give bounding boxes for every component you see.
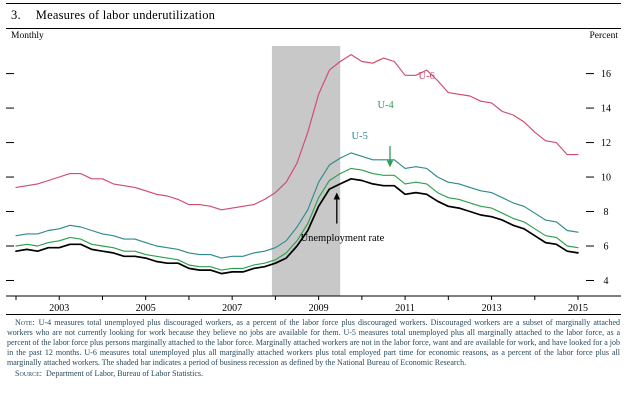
- y-tick-label: 12: [601, 138, 611, 149]
- note-text: U-4 measures total unemployed plus disco…: [7, 318, 620, 367]
- annotation-u-4: U-4: [377, 100, 394, 111]
- chart-note: Note: U-4 measures total unemployed plus …: [7, 318, 620, 368]
- annotation-arrow-head: [386, 160, 394, 168]
- recession-band: [271, 46, 341, 296]
- y-tick-label: 8: [604, 207, 609, 218]
- source-label: Source:: [15, 369, 43, 378]
- labor-underutilization-line-chart: 4 6 8 10 12 14 16 2003 2005 2007 2009 2011 2013 2015 U…: [6, 46, 621, 314]
- axis-caption-row: Monthly Percent: [0, 29, 627, 42]
- series-u-4: [15, 167, 579, 271]
- y-tick-label: 4: [604, 276, 609, 287]
- y-tick-label: 10: [601, 173, 611, 184]
- annotation-unemployment-rate: Unemployment rate: [301, 233, 385, 244]
- x-tick-label: 2003: [49, 303, 69, 314]
- annotation-u-5: U-5: [352, 131, 368, 142]
- figure-number: 3.: [11, 8, 21, 22]
- figure-title: 3. Measures of labor underutilization: [0, 4, 627, 28]
- figure-title-text: Measures of labor underutilization: [35, 8, 216, 22]
- series-u-6: [15, 54, 579, 211]
- title-rule: [6, 28, 621, 29]
- x-tick-label: 2013: [482, 303, 502, 314]
- series-unemployment-rate: [15, 177, 579, 275]
- frequency-caption: Monthly: [11, 31, 44, 41]
- chart-source: Source: Department of Labor, Bureau of La…: [7, 369, 620, 379]
- y-tick-label: 16: [601, 69, 611, 80]
- x-tick-label: 2015: [568, 303, 588, 314]
- unit-caption: Percent: [589, 31, 619, 41]
- y-tick-label: 6: [604, 242, 609, 253]
- series-u-5: [15, 152, 579, 259]
- y-tick-label: 14: [601, 104, 611, 115]
- source-text: Department of Labor, Bureau of Labor Sta…: [46, 369, 203, 378]
- x-tick-label: 2011: [395, 303, 415, 314]
- note-rule: [6, 314, 621, 315]
- annotation-u-6: U-6: [419, 71, 435, 82]
- x-tick-label: 2005: [136, 303, 156, 314]
- note-label: Note:: [15, 318, 35, 327]
- x-tick-label: 2009: [309, 303, 329, 314]
- annotation-arrow-head: [333, 192, 340, 200]
- top-rule: [6, 3, 621, 4]
- x-tick-label: 2007: [222, 303, 242, 314]
